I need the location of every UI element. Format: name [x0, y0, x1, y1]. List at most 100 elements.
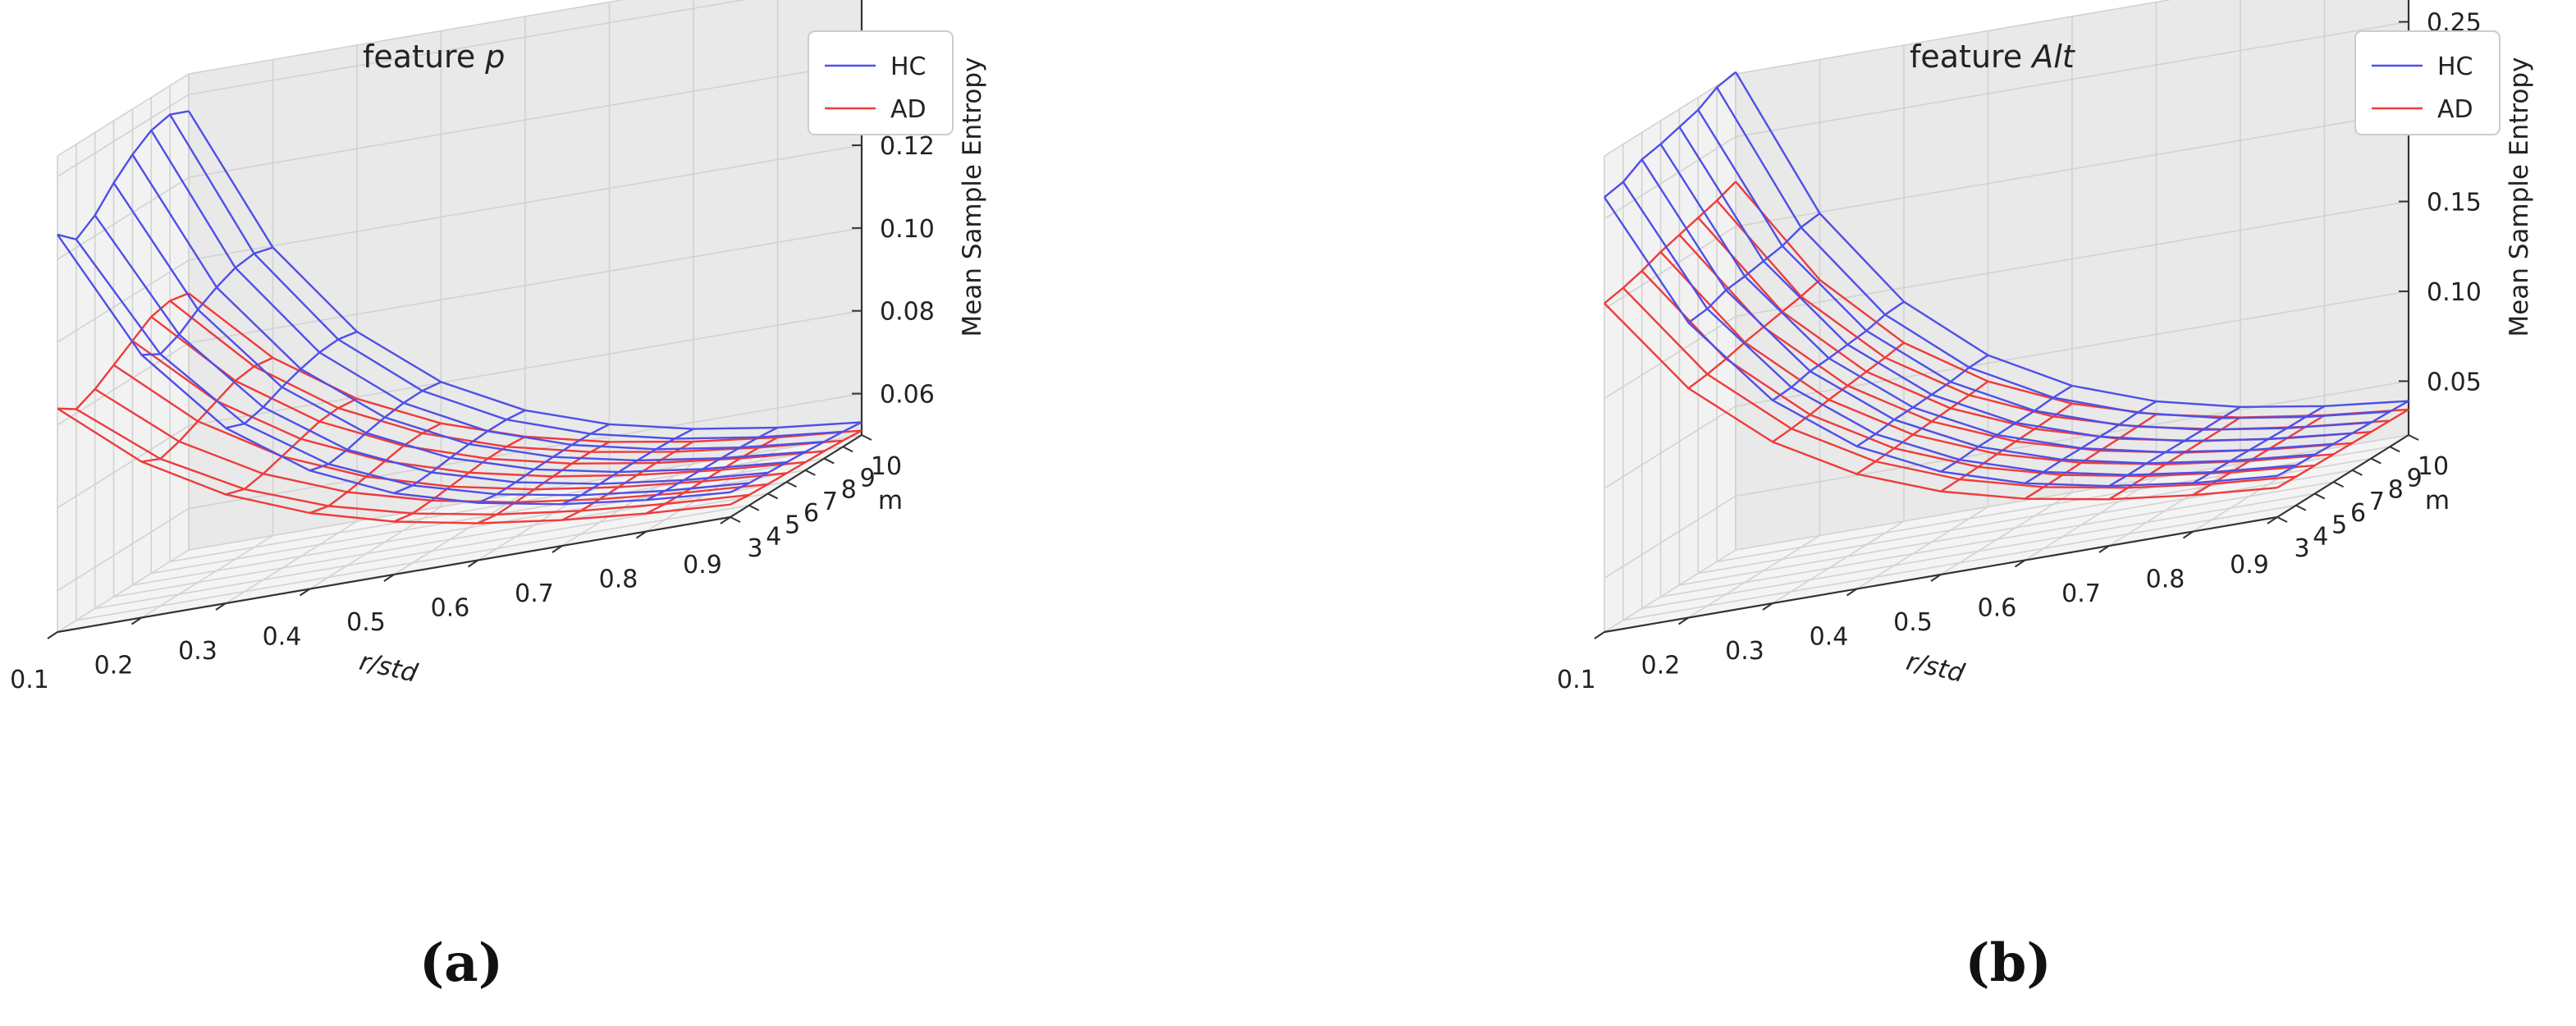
x-tick-label: 0.2: [94, 652, 134, 680]
wire-line-hc: [309, 381, 442, 472]
legend-box: [2354, 30, 2501, 135]
x-tick-label: 0.5: [346, 608, 386, 637]
m-tick: [842, 446, 853, 453]
wire-line-hc: [1604, 71, 1736, 199]
x-tick-label: 0.7: [2061, 579, 2101, 608]
x-tick: [1930, 574, 1942, 582]
m-tick-label: 10: [871, 452, 902, 481]
m-tick: [2333, 481, 2345, 488]
wire-line-ad: [309, 422, 442, 515]
floor-gridline-x: [1856, 506, 1988, 590]
x-tick-label: 0.8: [599, 566, 638, 594]
wire-line-hc: [57, 110, 190, 240]
m-tick-label: 4: [2313, 523, 2328, 552]
m-tick-label: 5: [2331, 511, 2347, 539]
x-tick-label: 0.9: [683, 551, 722, 579]
wall-gridline-z: [57, 0, 747, 177]
floor-gridline-x: [309, 506, 442, 590]
x-axis-label: r/std: [357, 647, 421, 689]
legend: HC AD: [808, 30, 954, 135]
wall-gridline-z: [57, 144, 862, 343]
m-tick-label: 8: [841, 476, 857, 505]
m-tick: [2314, 492, 2326, 500]
x-tick-label: 0.3: [1725, 637, 1764, 666]
x-tick-label: 0.6: [431, 594, 470, 623]
m-tick: [823, 457, 835, 465]
wire-line-ad: [645, 436, 779, 515]
wire-line-hc: [393, 409, 526, 495]
x-tick: [383, 574, 395, 582]
chart-title: feature Alt: [1910, 39, 2076, 75]
wall-gridline-z: [1604, 111, 2409, 309]
x-tick: [2182, 530, 2194, 539]
m-axis-label: m: [878, 486, 903, 515]
m-tick-label: 9: [860, 464, 876, 492]
wire-line-hc: [141, 246, 273, 356]
z-tick-label: 0.06: [880, 381, 935, 410]
x-tick-label: 0.8: [2146, 566, 2185, 594]
floor-gridline-x: [1604, 549, 1736, 633]
m-tick: [2370, 457, 2382, 465]
x-tick: [1594, 631, 1605, 639]
z-tick-label: 0.08: [880, 298, 935, 327]
x-tick-label: 0.7: [515, 579, 554, 608]
chart-title-variable: Alt: [2029, 39, 2076, 75]
x-tick: [1762, 602, 1773, 611]
m-tick: [786, 481, 798, 488]
z-axis-label: Mean Sample Entropy: [958, 57, 987, 337]
z-tick-label: 0.10: [880, 215, 935, 244]
floor-gridline-m: [113, 481, 787, 598]
floor-gridline-m: [188, 434, 862, 551]
wire-line-hc: [1687, 213, 1821, 324]
wire-line-ad: [561, 440, 694, 521]
wall-gridline-z: [57, 62, 862, 260]
x-tick-label: 0.1: [10, 666, 49, 694]
floor-gridline-x: [2025, 477, 2157, 561]
legend-label-ad: AD: [2437, 95, 2473, 124]
wire-line-hc: [561, 428, 694, 506]
floor-gridline-x: [393, 492, 526, 575]
x-tick: [1846, 588, 1858, 597]
z-tick-label: 0.10: [2427, 278, 2482, 307]
chart-title-prefix: feature: [363, 39, 485, 75]
z-tick-label: 0.15: [2427, 188, 2482, 217]
x-tick-label: 0.6: [1978, 594, 2017, 623]
floor-gridline-x: [225, 520, 358, 604]
floor-gridline-x: [1688, 534, 1820, 619]
x-tick-label: 0.4: [263, 623, 302, 652]
m-axis-line: [2276, 434, 2409, 518]
legend-label-ad: AD: [890, 95, 927, 124]
m-tick-label: 4: [766, 523, 781, 552]
legend-label-hc: HC: [890, 53, 927, 81]
wire-line-ad: [2276, 408, 2409, 489]
wireframe-hc: [57, 110, 862, 506]
panel-content: 0.1 0.2 0.3 0.4 0.5 0.6 0.7 0.8 0.9 3 4 5 6 7 8 910 0.05…: [1557, 0, 2534, 994]
x-tick-label: 0.2: [1641, 652, 1681, 680]
legend-label-hc: HC: [2437, 53, 2473, 81]
m-tick-label: 6: [803, 499, 819, 528]
m-tick-label: 3: [2294, 534, 2309, 563]
z-tick-label: 0.05: [2427, 368, 2482, 396]
floor-gridline-x: [1940, 492, 2073, 575]
floor-gridline-x: [2108, 463, 2241, 547]
panel-b: 0.1 0.2 0.3 0.4 0.5 0.6 0.7 0.8 0.9 3 4 5 6 7 8 910 0.05…: [1557, 0, 2534, 994]
floor-gridline-x: [561, 463, 694, 547]
x-tick-label: 0.1: [1557, 666, 1596, 694]
wire-line-ad: [57, 292, 190, 410]
wall-gridline-z: [1604, 21, 2409, 220]
x-tick: [635, 530, 647, 539]
chart-title-prefix: feature: [1910, 39, 2032, 75]
legend-box: [808, 30, 954, 135]
wire-line-hc: [730, 421, 862, 493]
wire-line-hc: [2192, 405, 2326, 484]
x-tick: [2014, 559, 2026, 568]
x-tick: [299, 588, 311, 597]
x-tick: [2098, 545, 2110, 553]
wall-gridline-z: [1604, 291, 2409, 489]
z-tick-label: 0.12: [880, 132, 935, 161]
m-tick: [2389, 446, 2400, 453]
wire-line-hc: [1940, 384, 2073, 473]
panel-content: 0.1 0.2 0.3 0.4 0.5 0.6 0.7 0.8 0.9 3 4 5 6 7 8 910 0.06…: [10, 0, 987, 994]
m-tick: [748, 504, 760, 511]
panel-caption: (a): [419, 932, 503, 994]
